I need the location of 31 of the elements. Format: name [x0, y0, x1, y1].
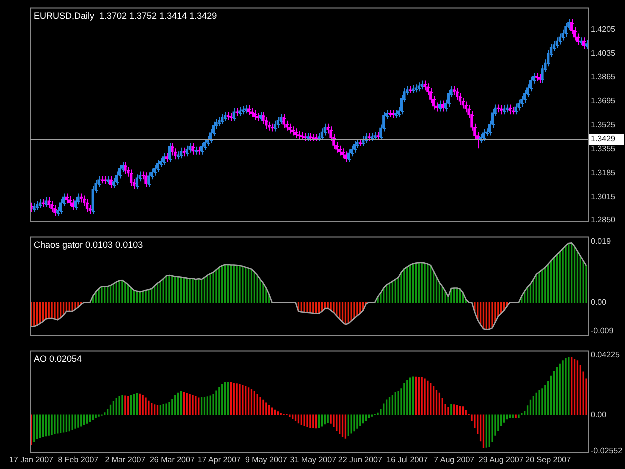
ref-line-label: 1.3429	[591, 134, 616, 144]
x-tick-label: 31 May 2007	[290, 455, 338, 464]
x-tick-label: 20 Sep 2007	[526, 455, 572, 464]
x-tick-label: 22 Jun 2007	[338, 455, 383, 464]
y-tick-label: 1.4205	[591, 24, 616, 34]
x-tick-label: 26 Mar 2007	[150, 455, 196, 464]
y-tick-label: 1.2850	[591, 216, 616, 225]
x-tick-label: 16 Jul 2007	[386, 455, 429, 464]
chart-title: Chaos gator 0.0103 0.0103	[34, 240, 144, 250]
y-tick-label: 0.019	[591, 237, 612, 246]
y-tick-label: -0.009	[591, 326, 614, 336]
y-tick-label: -0.02552	[591, 446, 624, 456]
x-tick-label: 8 Feb 2007	[58, 455, 100, 464]
x-tick-label: 2 Mar 2007	[105, 455, 146, 464]
y-tick-label: 0.00	[591, 410, 608, 420]
x-tick-label: 9 May 2007	[246, 455, 288, 464]
x-tick-label: 7 Aug 2007	[434, 455, 476, 464]
y-tick-label: 1.3185	[591, 168, 616, 178]
x-tick-label: 29 Aug 2007	[478, 455, 524, 464]
y-tick-label: 1.3865	[591, 72, 616, 82]
y-tick-label: 1.3695	[591, 96, 616, 106]
x-tick-label: 17 Apr 2007	[198, 455, 242, 464]
x-tick-label: 17 Jan 2007	[9, 455, 54, 464]
y-tick-label: 1.3015	[591, 192, 616, 202]
chart-title: AO 0.02054	[34, 354, 82, 364]
y-tick-label: 1.3355	[591, 144, 616, 154]
y-tick-label: 0.04225	[591, 350, 620, 360]
y-tick-label: 0.00	[591, 298, 608, 307]
chart-title: EURUSD,Daily 1.3702 1.3752 1.3414 1.3429	[34, 10, 218, 21]
y-tick-label: 1.3525	[591, 120, 616, 130]
y-tick-label: 1.4035	[591, 48, 616, 58]
